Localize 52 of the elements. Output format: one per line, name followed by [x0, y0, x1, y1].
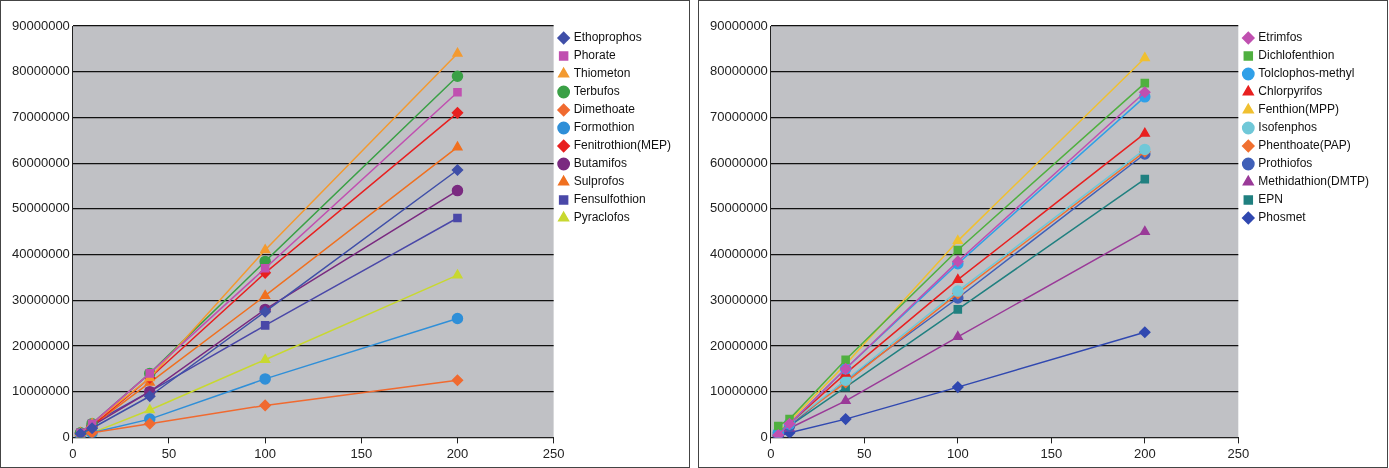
legend-label: Formothion [573, 120, 635, 135]
legend-label: Etrimfos [1258, 30, 1303, 45]
y-tick-label: 90000000 [710, 17, 768, 33]
y-tick-label: 80000000 [710, 63, 768, 79]
legend-label: Tolclophos-methyl [1258, 66, 1355, 81]
x-tick-label: 150 [1040, 445, 1063, 461]
legend-label: Phenthoate(PAP) [1258, 138, 1351, 153]
y-tick-label: 50000000 [12, 200, 70, 216]
y-tick-label: 50000000 [710, 200, 768, 216]
legend-label: Methidathion(DMTP) [1258, 174, 1369, 189]
y-tick-label: 60000000 [710, 154, 768, 170]
y-tick-label: 0 [62, 428, 70, 444]
y-tick-label: 40000000 [12, 246, 70, 262]
legend-label: Dimethoate [573, 102, 636, 117]
legend-label: Sulprofos [573, 174, 625, 189]
legend-label: Thiometon [573, 66, 631, 81]
y-tick-label: 80000000 [12, 63, 70, 79]
x-tick-label: 150 [350, 445, 373, 461]
legend-label: Prothiofos [1258, 156, 1313, 171]
y-tick-label: 30000000 [12, 291, 70, 307]
x-tick-label: 250 [542, 445, 565, 461]
x-tick-label: 250 [1227, 445, 1250, 461]
x-tick-label: 50 [857, 445, 872, 461]
legend-label: Pyraclofos [573, 210, 630, 225]
legend-label: Ethoprophos [573, 30, 642, 45]
y-tick-label: 60000000 [12, 154, 70, 170]
y-tick-label: 20000000 [710, 337, 768, 353]
y-tick-label: 70000000 [710, 109, 768, 124]
x-tick-label: 100 [254, 445, 277, 461]
legend-label: Isofenphos [1258, 120, 1318, 135]
legend-label: Fenitrothion(MEP) [573, 138, 672, 153]
y-tick-label: 40000000 [710, 246, 768, 262]
legend-label: EPN [1258, 192, 1283, 207]
y-tick-label: 20000000 [12, 337, 70, 353]
x-tick-label: 200 [1133, 445, 1156, 461]
y-tick-label: 90000000 [12, 17, 70, 33]
legend-label: Fensulfothion [573, 192, 646, 207]
x-tick-label: 200 [446, 445, 469, 461]
legend-label: Chlorpyrifos [1258, 84, 1323, 99]
legend-label: Phorate [573, 48, 616, 63]
legend-label: Butamifos [573, 156, 627, 171]
legend-label: Terbufos [573, 84, 620, 99]
y-tick-label: 70000000 [12, 109, 70, 124]
x-tick-label: 50 [161, 445, 177, 461]
legend-label: Fenthion(MPP) [1258, 102, 1339, 117]
y-tick-label: 30000000 [710, 291, 768, 307]
y-tick-label: 0 [760, 428, 768, 444]
legend-label: Phosmet [1258, 210, 1307, 225]
legend-label: Dichlofenthion [1258, 48, 1335, 63]
x-tick-label: 100 [946, 445, 969, 461]
y-tick-label: 10000000 [710, 383, 768, 399]
y-tick-label: 10000000 [12, 383, 70, 399]
